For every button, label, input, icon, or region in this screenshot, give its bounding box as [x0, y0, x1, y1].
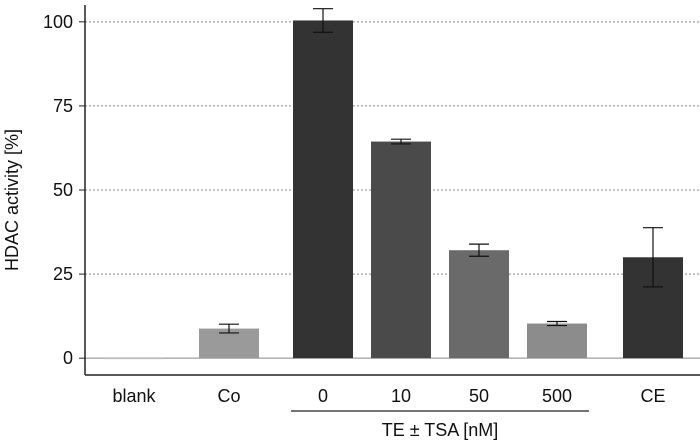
- bars: [104, 8, 683, 360]
- y-tick-label: 25: [53, 264, 73, 284]
- y-tick-label: 100: [43, 12, 73, 32]
- x-tick-label: Co: [217, 386, 240, 406]
- x-tick-label: 10: [391, 386, 411, 406]
- y-tick-label: 0: [63, 348, 73, 368]
- axes: [79, 5, 700, 412]
- group-label: TE ± TSA [nM]: [382, 420, 499, 440]
- bar-500: [527, 323, 587, 359]
- x-tick-label: 50: [469, 386, 489, 406]
- x-tick-label: 500: [542, 386, 572, 406]
- bar-50: [449, 250, 509, 359]
- labels: 0 25 50 75 100 blank Co 0 10 50 500 CE TE ± TSA [nM]: [43, 12, 666, 440]
- bar-blank: [104, 358, 164, 360]
- x-tick-label: CE: [640, 386, 665, 406]
- y-tick-label: 50: [53, 180, 73, 200]
- x-tick-label: 0: [318, 386, 328, 406]
- x-tick-label: blank: [112, 386, 156, 406]
- y-axis-label: HDAC activity [%]: [2, 129, 22, 271]
- bar-0: [293, 20, 353, 359]
- bar-10: [371, 141, 431, 359]
- y-tick-label: 75: [53, 96, 73, 116]
